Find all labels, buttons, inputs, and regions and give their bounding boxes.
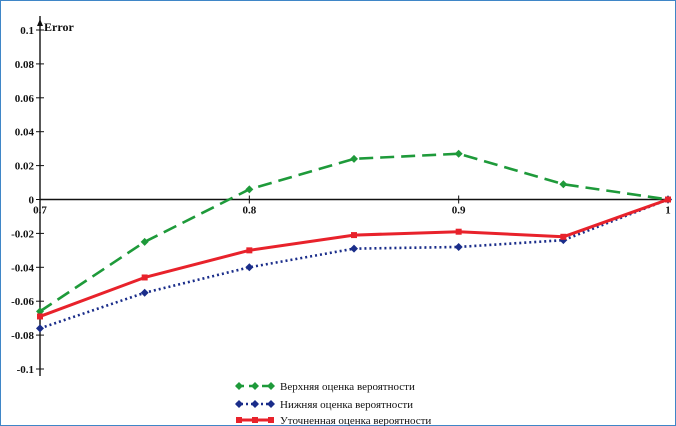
y-tick-label: -0.02 <box>11 228 34 240</box>
y-axis-label: Error <box>44 20 74 34</box>
data-point <box>245 263 254 272</box>
legend-label: Нижняя оценка вероятности <box>280 399 413 411</box>
legend-marker <box>251 382 259 390</box>
x-tick-label: 0.8 <box>242 205 256 217</box>
data-point <box>560 233 567 240</box>
legend-marker <box>251 400 259 408</box>
y-tick-label: 0.08 <box>15 59 35 71</box>
legend-marker <box>268 417 274 423</box>
data-point <box>351 232 357 239</box>
data-point <box>350 154 358 163</box>
legend-marker <box>252 417 258 423</box>
data-point <box>455 228 462 235</box>
y-tick-label: -0.1 <box>17 364 34 376</box>
legend-label: Верхняя оценка вероятности <box>280 381 415 393</box>
y-tick-label: -0.04 <box>11 262 34 274</box>
y-tick-label: 0.02 <box>15 161 35 173</box>
x-tick-label: 1 <box>665 205 671 217</box>
data-point <box>141 274 148 281</box>
series-line <box>39 198 669 330</box>
data-point <box>36 324 44 333</box>
x-tick-label: 0.9 <box>452 205 466 217</box>
data-point <box>245 185 254 194</box>
legend-marker <box>267 400 275 408</box>
legend-marker <box>236 417 242 423</box>
data-point <box>559 180 568 189</box>
data-point <box>140 237 149 246</box>
y-tick-label: -0.08 <box>11 330 34 342</box>
data-point <box>37 313 43 320</box>
y-tick-label: 0.1 <box>20 25 34 37</box>
data-point <box>454 242 463 251</box>
y-tick-label: 0.04 <box>15 127 35 139</box>
legend-marker <box>235 400 243 408</box>
data-point <box>454 149 463 158</box>
data-point <box>246 247 253 254</box>
legend-label: Уточненная оценка вероятности <box>280 415 431 426</box>
data-point <box>665 196 671 203</box>
y-axis-arrow <box>37 19 43 26</box>
data-point <box>140 288 149 297</box>
data-point <box>36 307 44 316</box>
y-tick-label: 0 <box>29 195 35 207</box>
x-tick-label: 0.7 <box>33 205 47 217</box>
legend-marker <box>235 382 243 390</box>
series-line <box>39 198 669 318</box>
data-point <box>350 244 358 253</box>
legend-marker <box>267 382 275 390</box>
y-tick-label: 0.06 <box>15 93 35 105</box>
y-tick-label: -0.06 <box>11 296 34 308</box>
